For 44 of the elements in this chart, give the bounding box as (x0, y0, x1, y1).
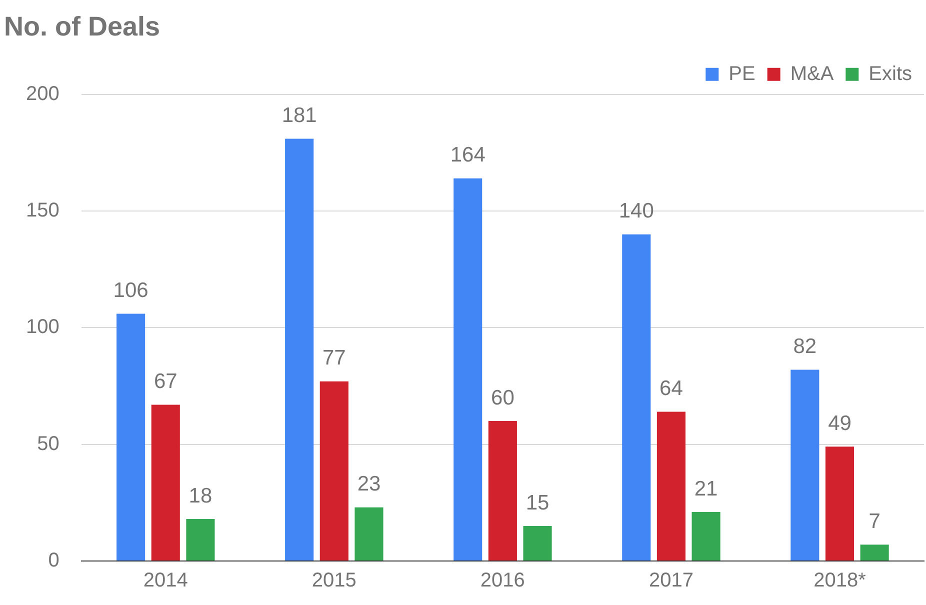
x-tick-label: 2014 (143, 570, 188, 592)
y-tick-label: 100 (26, 316, 60, 338)
bar (523, 526, 552, 560)
data-label: 82 (793, 334, 817, 358)
bar (656, 412, 686, 560)
legend-label: M&A (790, 62, 834, 85)
data-label: 181 (282, 104, 317, 128)
bar (622, 234, 651, 560)
x-tick-label: 2016 (480, 570, 525, 592)
data-label: 67 (154, 370, 178, 393)
legend-label: Exits (868, 62, 912, 85)
data-label: 18 (188, 484, 212, 508)
bar (285, 138, 314, 560)
data-label: 164 (450, 144, 486, 167)
y-tick-label: 200 (26, 82, 60, 105)
bar (825, 446, 854, 560)
data-label: 140 (618, 200, 654, 223)
y-tick-label: 0 (48, 550, 60, 572)
legend-label: PE (728, 62, 756, 85)
bar (488, 421, 517, 560)
y-tick-label: 150 (26, 200, 60, 222)
data-label: 23 (357, 472, 381, 496)
bar (790, 370, 820, 560)
x-tick-label: 2018* (814, 570, 866, 592)
data-label: 106 (113, 279, 148, 302)
bar (116, 314, 146, 560)
data-label: 49 (828, 412, 852, 435)
bar (151, 404, 180, 560)
bar (320, 381, 348, 560)
x-tick-label: 2017 (648, 570, 694, 592)
data-label: 15 (526, 491, 550, 514)
x-tick-label: 2015 (312, 570, 356, 592)
bar (454, 178, 482, 560)
y-tick-label: 50 (37, 432, 60, 455)
data-label: 64 (660, 376, 684, 400)
chart-title: No. of Deals (4, 12, 160, 42)
data-label: 7 (868, 510, 880, 533)
data-label: 60 (491, 386, 514, 410)
data-label: 21 (694, 477, 718, 500)
bar (186, 519, 215, 560)
bar (860, 544, 889, 560)
bar (354, 507, 384, 560)
data-label: 77 (322, 346, 346, 370)
bar (692, 512, 720, 560)
